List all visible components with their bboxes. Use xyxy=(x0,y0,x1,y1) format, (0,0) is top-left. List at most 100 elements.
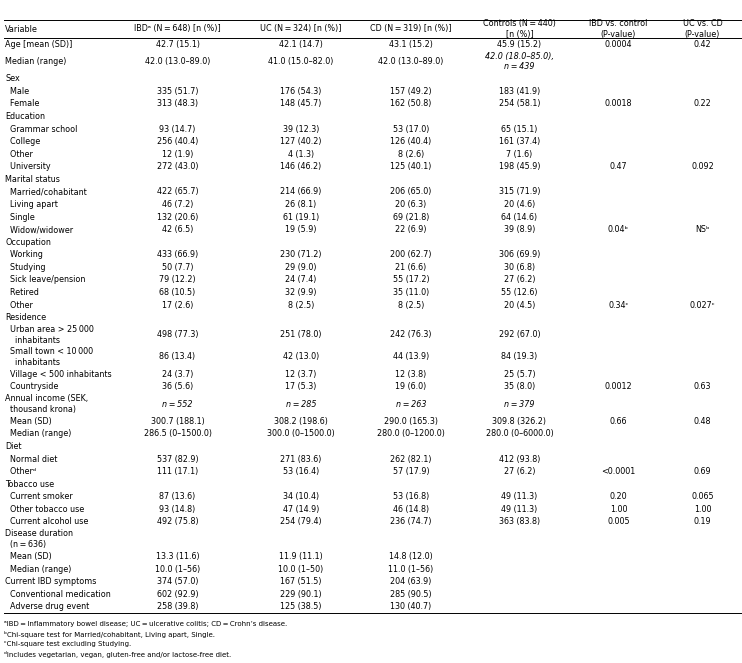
Text: 285 (90.5): 285 (90.5) xyxy=(390,589,432,599)
Text: 0.47: 0.47 xyxy=(610,162,627,171)
Text: ᵈIncludes vegetarian, vegan, gluten-free and/or lactose-free diet.: ᵈIncludes vegetarian, vegan, gluten-free… xyxy=(4,651,232,658)
Text: ᶜChi-square test excluding Studying.: ᶜChi-square test excluding Studying. xyxy=(4,641,131,647)
Text: Studying: Studying xyxy=(5,263,45,272)
Text: IBD vs. control
(P-value): IBD vs. control (P-value) xyxy=(589,19,648,38)
Text: Village < 500 inhabitants: Village < 500 inhabitants xyxy=(5,370,111,379)
Text: 132 (20.6): 132 (20.6) xyxy=(157,213,198,221)
Text: 42 (6.5): 42 (6.5) xyxy=(162,225,193,234)
Text: 230 (71.2): 230 (71.2) xyxy=(280,251,322,259)
Text: 422 (65.7): 422 (65.7) xyxy=(157,188,198,196)
Text: Widow/widower: Widow/widower xyxy=(5,225,73,234)
Text: Age [mean (SD)]: Age [mean (SD)] xyxy=(5,40,73,49)
Text: 29 (9.0): 29 (9.0) xyxy=(285,263,317,272)
Text: 183 (41.9): 183 (41.9) xyxy=(499,87,540,96)
Text: 39 (12.3): 39 (12.3) xyxy=(283,125,319,134)
Text: Variable: Variable xyxy=(5,25,38,34)
Text: n = 379: n = 379 xyxy=(505,400,535,408)
Text: 42.0 (13.0–89.0): 42.0 (13.0–89.0) xyxy=(145,57,210,66)
Text: 20 (4.5): 20 (4.5) xyxy=(504,300,535,310)
Text: 64 (14.6): 64 (14.6) xyxy=(502,213,537,221)
Text: 0.005: 0.005 xyxy=(607,517,630,526)
Text: 309.8 (326.2): 309.8 (326.2) xyxy=(493,417,547,426)
Text: 53 (16.8): 53 (16.8) xyxy=(393,492,429,501)
Text: 44 (13.9): 44 (13.9) xyxy=(393,353,429,361)
Text: 254 (79.4): 254 (79.4) xyxy=(280,517,322,526)
Text: 0.69: 0.69 xyxy=(694,467,712,476)
Text: 61 (19.1): 61 (19.1) xyxy=(283,213,319,221)
Text: 251 (78.0): 251 (78.0) xyxy=(280,330,322,339)
Text: 11.0 (1–56): 11.0 (1–56) xyxy=(388,564,433,573)
Text: 69 (21.8): 69 (21.8) xyxy=(393,213,429,221)
Text: 125 (38.5): 125 (38.5) xyxy=(280,602,322,611)
Text: 300.0 (0–1500.0): 300.0 (0–1500.0) xyxy=(267,430,335,438)
Text: 42.7 (15.1): 42.7 (15.1) xyxy=(156,40,200,49)
Text: 292 (67.0): 292 (67.0) xyxy=(499,330,540,339)
Text: University: University xyxy=(5,162,50,171)
Text: Sex: Sex xyxy=(5,74,20,84)
Text: 46 (7.2): 46 (7.2) xyxy=(162,200,193,209)
Text: 1.00: 1.00 xyxy=(694,505,712,514)
Text: 258 (39.8): 258 (39.8) xyxy=(157,602,198,611)
Text: 0.19: 0.19 xyxy=(694,517,712,526)
Text: 0.027ᶜ: 0.027ᶜ xyxy=(689,300,715,310)
Text: Single: Single xyxy=(5,213,35,221)
Text: 433 (66.9): 433 (66.9) xyxy=(157,251,198,259)
Text: 492 (75.8): 492 (75.8) xyxy=(157,517,198,526)
Text: n = 285: n = 285 xyxy=(286,400,316,408)
Text: 254 (58.1): 254 (58.1) xyxy=(499,99,540,109)
Text: 24 (7.4): 24 (7.4) xyxy=(286,275,317,284)
Text: 374 (57.0): 374 (57.0) xyxy=(157,577,198,586)
Text: Urban area > 25 000
    inhabitants: Urban area > 25 000 inhabitants xyxy=(5,326,94,345)
Text: Education: Education xyxy=(5,112,45,121)
Text: 19 (6.0): 19 (6.0) xyxy=(395,383,427,391)
Text: 7 (1.6): 7 (1.6) xyxy=(506,150,533,158)
Text: Normal diet: Normal diet xyxy=(5,455,57,463)
Text: 10.0 (1–50): 10.0 (1–50) xyxy=(278,564,324,573)
Text: Sick leave/pension: Sick leave/pension xyxy=(5,275,85,284)
Text: Conventional medication: Conventional medication xyxy=(5,589,111,599)
Text: 412 (93.8): 412 (93.8) xyxy=(499,455,540,463)
Text: ᵇChi-square test for Married/cohabitant, Living apart, Single.: ᵇChi-square test for Married/cohabitant,… xyxy=(4,631,215,638)
Text: 53 (17.0): 53 (17.0) xyxy=(393,125,429,134)
Text: Countryside: Countryside xyxy=(5,383,59,391)
Text: 43.1 (15.2): 43.1 (15.2) xyxy=(389,40,433,49)
Text: 200 (62.7): 200 (62.7) xyxy=(390,251,432,259)
Text: Current alcohol use: Current alcohol use xyxy=(5,517,88,526)
Text: Median (range): Median (range) xyxy=(5,564,71,573)
Text: 313 (48.3): 313 (48.3) xyxy=(157,99,198,109)
Text: 30 (6.8): 30 (6.8) xyxy=(504,263,535,272)
Text: Married/cohabitant: Married/cohabitant xyxy=(5,188,87,196)
Text: Living apart: Living apart xyxy=(5,200,58,209)
Text: 127 (40.2): 127 (40.2) xyxy=(280,137,322,146)
Text: 8 (2.6): 8 (2.6) xyxy=(398,150,424,158)
Text: 12 (1.9): 12 (1.9) xyxy=(162,150,193,158)
Text: 1.00: 1.00 xyxy=(610,505,627,514)
Text: Occupation: Occupation xyxy=(5,238,51,247)
Text: 300.7 (188.1): 300.7 (188.1) xyxy=(151,417,204,426)
Text: 176 (54.3): 176 (54.3) xyxy=(280,87,322,96)
Text: 84 (19.3): 84 (19.3) xyxy=(502,353,538,361)
Text: 20 (6.3): 20 (6.3) xyxy=(395,200,427,209)
Text: n = 263: n = 263 xyxy=(395,400,426,408)
Text: ᵃIBD = Inflammatory bowel disease; UC = ulcerative colitis; CD = Crohn’s disease: ᵃIBD = Inflammatory bowel disease; UC = … xyxy=(4,621,287,627)
Text: 34 (10.4): 34 (10.4) xyxy=(283,492,319,501)
Text: 36 (5.6): 36 (5.6) xyxy=(162,383,193,391)
Text: 22 (6.9): 22 (6.9) xyxy=(395,225,427,234)
Text: 272 (43.0): 272 (43.0) xyxy=(157,162,198,171)
Text: 0.22: 0.22 xyxy=(694,99,712,109)
Text: 49 (11.3): 49 (11.3) xyxy=(502,492,538,501)
Text: 262 (82.1): 262 (82.1) xyxy=(390,455,432,463)
Text: 12 (3.7): 12 (3.7) xyxy=(286,370,317,379)
Text: Male: Male xyxy=(5,87,29,96)
Text: IBDᵃ (N = 648) [n (%)]: IBDᵃ (N = 648) [n (%)] xyxy=(134,25,221,34)
Text: 35 (11.0): 35 (11.0) xyxy=(393,288,429,297)
Text: 167 (51.5): 167 (51.5) xyxy=(280,577,322,586)
Text: 10.0 (1–56): 10.0 (1–56) xyxy=(155,564,200,573)
Text: 46 (14.8): 46 (14.8) xyxy=(393,505,429,514)
Text: 306 (69.9): 306 (69.9) xyxy=(499,251,540,259)
Text: 27 (6.2): 27 (6.2) xyxy=(504,275,535,284)
Text: 271 (83.6): 271 (83.6) xyxy=(280,455,322,463)
Text: Current smoker: Current smoker xyxy=(5,492,73,501)
Text: 130 (40.7): 130 (40.7) xyxy=(390,602,432,611)
Text: 13.3 (11.6): 13.3 (11.6) xyxy=(156,552,200,561)
